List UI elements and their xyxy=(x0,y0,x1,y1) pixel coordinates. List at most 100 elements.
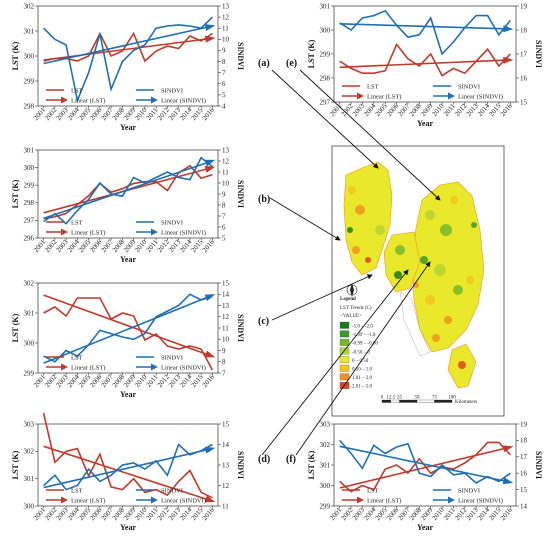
map-legend-swatch xyxy=(339,321,350,329)
panel-label: (a) xyxy=(258,58,270,69)
map-trend-patch xyxy=(432,334,440,342)
trend-arrowhead-sindvi xyxy=(204,24,216,31)
y-tick-label: 298 xyxy=(24,199,35,207)
y2-tick-label: 15 xyxy=(520,98,528,106)
legend-arrowhead xyxy=(151,228,158,236)
x-tick-label: 2016 xyxy=(201,106,216,122)
y2-tick-label: 13 xyxy=(222,302,230,310)
y2-axis-label: SINDVI xyxy=(534,451,543,479)
map-scale-tick: 25 xyxy=(397,396,403,401)
y2-tick-label: 10 xyxy=(222,336,230,344)
y2-tick-label: 9 xyxy=(222,190,226,198)
legend-label: SINDVI xyxy=(458,83,480,90)
map-scale-tick: 100 xyxy=(448,396,456,401)
y2-tick-label: 14 xyxy=(520,502,528,510)
series-line-sindvi xyxy=(43,443,213,491)
y2-tick-label: 15 xyxy=(520,486,528,494)
trend-arrowhead-lst xyxy=(502,445,514,453)
map-trend-patch xyxy=(375,225,385,235)
legend-label: Linear (SINDVI) xyxy=(458,93,503,100)
y2-axis-label: SINDVI xyxy=(236,451,245,479)
x-axis-label: Year xyxy=(120,123,136,132)
map-trend-patch xyxy=(365,257,371,263)
y2-tick-label: 5 xyxy=(222,91,226,99)
legend-label: LST xyxy=(71,354,83,361)
plot-frame xyxy=(37,282,219,374)
map-trend-patch xyxy=(352,246,360,254)
trend-arrowhead-sindvi xyxy=(502,477,514,485)
legend-arrowhead xyxy=(448,496,455,504)
map-trend-patch xyxy=(425,210,435,220)
y2-tick-label: 14 xyxy=(222,291,230,299)
pointer-arrow xyxy=(261,269,409,456)
legend-label: Linear (SINDVI) xyxy=(161,229,206,236)
chart-panel-d: 3003013023031112131415200120022003200420… xyxy=(11,412,245,532)
y2-tick-label: 13 xyxy=(222,461,230,469)
y2-tick-label: 9 xyxy=(222,47,226,55)
y2-tick-label: 4 xyxy=(222,102,226,110)
y-tick-label: 297 xyxy=(24,217,35,225)
chart-panel-f: 2993003013023031415161718192001200220032… xyxy=(307,420,543,532)
y2-tick-label: 15 xyxy=(222,279,230,287)
y2-tick-label: 6 xyxy=(222,223,226,231)
legend-arrowhead xyxy=(151,363,158,371)
legend-label: Linear (LST) xyxy=(71,364,105,371)
plot-frame xyxy=(333,5,517,103)
panel-label: (d) xyxy=(258,454,270,465)
y-tick-label: 301 xyxy=(24,146,35,154)
x-tick-label: 2016 xyxy=(201,506,216,522)
y2-tick-label: 12 xyxy=(222,157,230,165)
panel-label: (b) xyxy=(258,194,270,205)
y2-tick-label: 17 xyxy=(520,453,528,461)
legend-label: Linear (SINDVI) xyxy=(458,497,503,504)
map-landmass xyxy=(383,231,421,293)
y2-tick-label: 12 xyxy=(222,13,230,21)
y2-tick-label: 13 xyxy=(222,2,230,10)
trend-arrowhead-lst xyxy=(204,35,216,43)
map-trend-patch xyxy=(368,176,376,184)
x-axis-label: Year xyxy=(417,119,433,128)
y-tick-label: 300 xyxy=(24,502,35,510)
y2-tick-label: 11 xyxy=(222,324,229,332)
map-scale-tick: 75 xyxy=(432,396,438,401)
map-trend-patch xyxy=(348,186,356,194)
trend-line-sindvi xyxy=(43,294,213,364)
map-trend-patch xyxy=(394,271,402,279)
x-axis-label: Year xyxy=(120,255,136,264)
trend-arrowhead-sindvi xyxy=(204,446,216,454)
y-tick-label: 302 xyxy=(24,2,35,10)
pointer-arrow xyxy=(299,69,441,201)
y2-tick-label: 12 xyxy=(222,482,230,490)
trend-line-sindvi xyxy=(339,23,511,30)
y-tick-label: 301 xyxy=(320,2,331,10)
panel-label: (c) xyxy=(258,316,269,327)
y-tick-label: 300 xyxy=(24,52,35,60)
x-axis-label: Year xyxy=(417,523,433,532)
y-tick-label: 300 xyxy=(24,339,35,347)
map-water xyxy=(399,291,431,357)
x-tick-label: 2016 xyxy=(499,506,514,522)
trend-arrowhead-sindvi xyxy=(204,294,216,302)
y-axis-label: LST (K) xyxy=(307,450,316,479)
pointer-arrow xyxy=(271,69,379,169)
legend-arrowhead xyxy=(61,496,68,504)
legend-arrowhead xyxy=(151,96,158,104)
legend-label: SINDVI xyxy=(161,87,183,94)
legend-label: Linear (LST) xyxy=(71,497,105,504)
trend-line-lst xyxy=(43,294,213,358)
y2-tick-label: 11 xyxy=(222,502,229,510)
map-legend-class-label: 1.01 – 2.0 xyxy=(352,376,373,381)
chart-panel-a: 2982993003013024567891011121320012002200… xyxy=(11,2,245,132)
plot-frame xyxy=(37,149,219,239)
chart-panel-c: 2993003013027891011121314152001200220032… xyxy=(11,279,245,399)
y2-tick-label: 13 xyxy=(222,146,230,154)
y2-tick-label: 19 xyxy=(520,420,528,428)
y2-tick-label: 12 xyxy=(222,313,230,321)
legend-label: LST xyxy=(71,87,83,94)
y2-axis-label: SINDVI xyxy=(534,40,543,68)
y2-tick-label: 7 xyxy=(222,212,226,220)
map-trend-patch xyxy=(347,227,353,233)
map-trend-patch xyxy=(450,196,458,204)
y2-tick-label: 11 xyxy=(222,25,229,33)
y-tick-label: 300 xyxy=(320,26,331,34)
